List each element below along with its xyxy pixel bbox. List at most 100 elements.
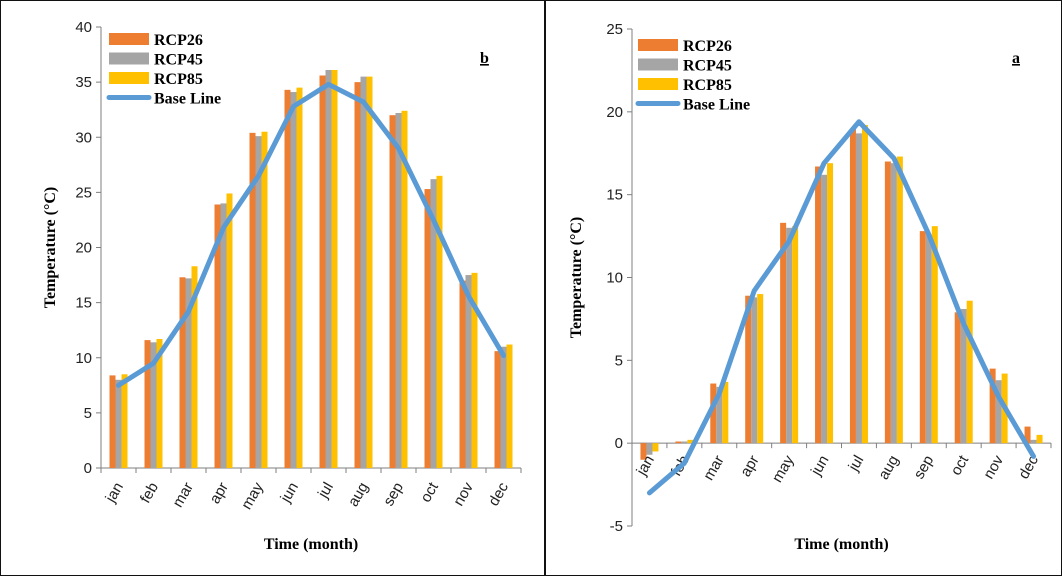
bar-rcp85-jan [121,374,128,468]
y-axis-title: Temperature (°C) [42,187,59,308]
x-tick-label: dec [485,479,512,509]
y-tick-label: 40 [75,19,92,36]
bar-rcp45-apr [751,297,758,444]
bar-rcp45-feb [150,342,157,468]
panel-letter: a [1012,50,1020,67]
bar-rcp26-feb [675,441,682,444]
y-tick-label: 20 [75,240,92,257]
x-tick-label: may [238,479,267,512]
bar-rcp26-oct [954,312,961,444]
bar-rcp85-feb [156,339,163,468]
x-tick-label: sep [380,480,407,509]
bar-rcp45-nov [465,275,472,468]
bar-rcp45-jan [646,443,653,455]
x-axis-title: Time (month) [794,536,888,553]
y-axis-title: Temperature (°C) [568,217,585,338]
legend-label: RCP45 [683,58,732,75]
x-tick-label: aug [875,453,902,483]
bar-rcp85-aug [366,76,373,469]
bar-rcp26-dec [494,351,501,468]
bar-rcp26-sep [389,115,396,468]
bar-rcp26-dec [1024,426,1031,444]
x-tick-label: dec [1015,452,1042,482]
legend-label: RCP85 [154,71,203,88]
legend-label: Base Line [154,91,221,108]
bar-rcp26-nov [459,280,466,468]
bar-rcp45-jan [115,379,122,468]
y-tick-label: 30 [75,129,92,146]
bar-rcp26-apr [214,204,221,468]
legend-label: RCP45 [154,52,203,69]
bar-rcp85-oct [436,175,443,468]
bar-rcp26-sep [919,231,926,444]
bar-rcp26-mar [710,383,717,444]
bar-rcp85-jul [861,125,868,444]
bar-rcp45-mar [716,386,723,444]
bar-rcp85-nov [471,272,478,468]
bar-rcp26-nov [989,368,996,444]
bar-rcp45-jun [290,92,297,469]
bar-rcp85-sep [401,110,408,468]
bar-rcp26-may [780,222,787,444]
y-tick-label: 20 [606,104,623,121]
y-tick-label: 5 [84,405,92,422]
bar-rcp85-aug [896,156,903,444]
bar-rcp45-jun [821,174,828,444]
x-tick-label: aug [345,480,372,510]
bar-rcp85-feb [687,439,694,444]
x-tick-label: jul [314,480,337,502]
bar-rcp45-oct [430,179,437,468]
x-tick-label: jan [102,480,127,507]
bar-rcp45-nov [995,380,1002,444]
y-tick-label: 10 [606,270,623,287]
bar-rcp85-jul [331,69,338,468]
bar-rcp85-may [792,226,799,444]
bar-rcp85-sep [931,226,938,444]
legend-label: Base Line [683,97,750,114]
legend-swatch-rcp26 [109,33,149,45]
bar-rcp85-jan [652,443,659,452]
bar-rcp85-mar [722,381,729,444]
y-tick-label: 15 [606,187,623,204]
y-tick-label: 0 [615,435,623,452]
x-tick-label: nov [450,479,477,509]
chart-b-svg: 0 5 10 15 20 25 30 35 40 jan feb mar apr may jun jul aug… [42,19,522,553]
bar-rcp45-oct [960,308,967,444]
x-tick-label: jan [633,453,658,480]
bar-rcp26-feb [144,340,151,468]
x-tick-label: mar [169,480,197,511]
bar-rcp26-aug [884,161,891,444]
bar-rcp45-jul [855,133,862,444]
bar-rcp85-mar [191,266,198,468]
y-tick-label: 25 [606,21,623,38]
x-tick-label: apr [737,453,763,480]
bar-rcp85-apr [757,294,764,444]
bar-rcp26-jun [284,89,291,468]
bar-rcp45-sep [925,234,932,444]
y-tick-label: 10 [75,350,92,367]
bar-rcp45-dec [1030,439,1037,444]
bar-rcp45-jul [325,69,332,468]
bar-rcp85-may [261,131,268,469]
legend-label: RCP26 [683,38,732,55]
panel-letter: b [480,50,489,67]
bar-rcp26-aug [354,82,361,468]
x-tick-label: jun [277,480,302,507]
bar-rcp85-dec [1036,434,1043,444]
bar-rcp45-aug [360,76,367,469]
legend-label: RCP85 [683,77,732,94]
x-tick-label: jun [807,453,832,480]
x-tick-label: apr [206,480,232,507]
bar-rcp85-jun [827,163,834,444]
x-axis-title: Time (month) [264,536,358,553]
bar-rcp26-mar [179,277,186,468]
legend-swatch-rcp45 [109,52,149,65]
bar-rcp45-mar [185,278,192,468]
x-tick-label: jul [845,453,868,475]
series-line-base-line [646,119,1037,496]
legend-swatch-rcp85 [109,72,149,84]
bar-rcp85-apr [226,193,233,469]
y-tick-label: 35 [75,74,92,91]
